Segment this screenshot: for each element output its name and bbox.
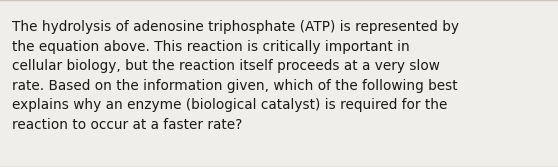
Text: The hydrolysis of adenosine triphosphate (ATP) is represented by
the equation ab: The hydrolysis of adenosine triphosphate… <box>12 20 459 132</box>
